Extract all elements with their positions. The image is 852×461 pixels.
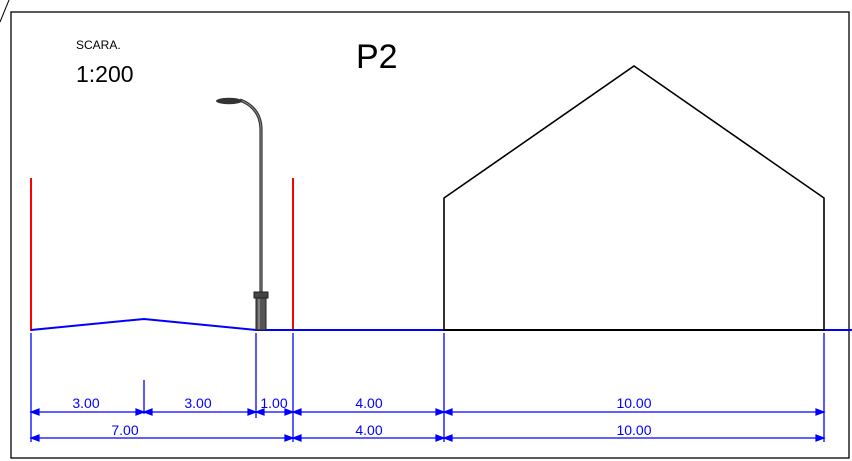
dimension-label: 1.00 [260,395,287,411]
dimension-row-1 [29,408,826,416]
dimension-row-2 [29,434,826,442]
dimension-label: 3.00 [184,395,211,411]
dimension-label: 3.00 [72,395,99,411]
dimension-label: 7.00 [111,422,138,438]
dimension-label: 10.00 [616,395,651,411]
frame-corner-tick [0,0,10,23]
extension-lines [30,333,825,442]
scale-value: 1:200 [76,61,134,87]
dimension-label: 10.00 [616,422,651,438]
road-profile [30,317,293,331]
dimension-label: 4.00 [355,422,382,438]
dimension-label: 4.00 [355,395,382,411]
street-lamp-icon [216,97,269,331]
sheet-frame [10,11,850,459]
building-outline [443,65,825,331]
scale-caption: SCARA. [76,38,121,52]
profile-title: P2 [356,38,398,76]
